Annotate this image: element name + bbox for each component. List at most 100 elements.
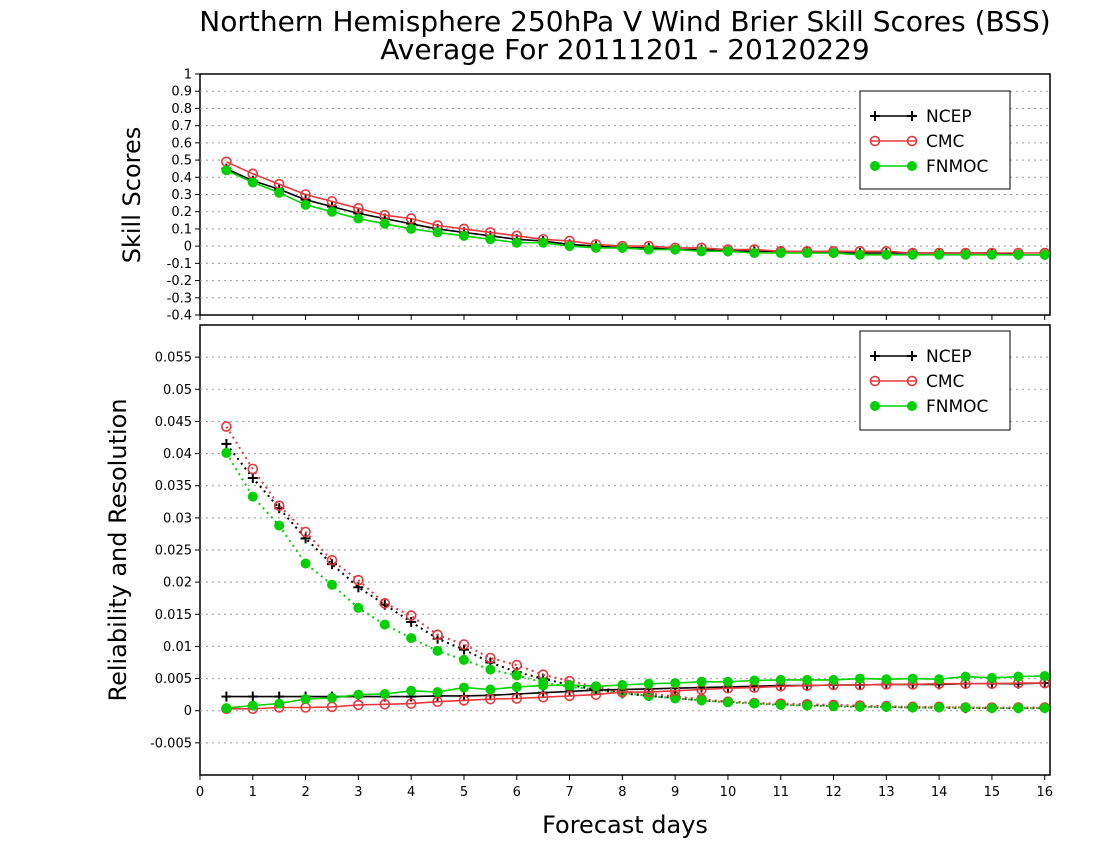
bottom-series-ncep-reliability: [221, 438, 1050, 714]
data-point: [802, 674, 813, 685]
data-point: [960, 702, 971, 713]
top-series-fnmoc: [221, 165, 1050, 260]
series-line: [225, 452, 1045, 710]
data-point: [722, 246, 733, 257]
data-point: [1013, 249, 1024, 260]
bottom-ytick-label: 0.005: [155, 672, 192, 687]
data-point: [986, 703, 997, 714]
bottom-ytick-label: -0.005: [150, 736, 192, 751]
data-point: [907, 673, 918, 684]
legend-marker: [907, 161, 917, 171]
data-point: [326, 692, 337, 703]
top-ytick-label: 0.6: [171, 136, 192, 151]
bottom-ytick-label: 0.03: [163, 511, 192, 526]
data-point: [881, 674, 892, 685]
top-ytick-label: 0.4: [171, 171, 192, 186]
data-point: [458, 654, 469, 665]
data-point: [405, 698, 417, 709]
data-point: [405, 610, 417, 621]
series-line: [225, 443, 1045, 710]
legend-marker: [907, 111, 917, 121]
data-point: [590, 242, 601, 253]
data-point: [247, 700, 258, 711]
data-point: [353, 602, 364, 613]
data-point: [300, 199, 311, 210]
bottom-series-cmc-resolution: [221, 677, 1051, 715]
data-point: [802, 700, 813, 711]
data-point: [986, 672, 997, 683]
data-point: [564, 680, 575, 690]
top-ytick-label: 0.2: [171, 205, 192, 220]
data-point: [511, 681, 522, 692]
chart-title-line2: Average For 20111201 - 20120229: [380, 33, 869, 66]
legend-marker: [870, 111, 880, 121]
data-point: [432, 227, 443, 238]
bottom-series-cmc-reliability: [221, 421, 1051, 713]
bottom-ytick-label: 0.035: [155, 479, 192, 494]
top-ytick-label: 1: [184, 68, 192, 83]
data-point: [221, 691, 232, 702]
data-point: [934, 249, 945, 260]
bottom-panel: 0.055 0.05 0.045 0.04 0.035 0.03 0.025 0.02 0.01…: [104, 324, 1051, 776]
legend-entry-ncep: NCEP: [870, 107, 972, 127]
data-point: [1013, 703, 1024, 714]
data-point: [881, 249, 892, 260]
data-point: [538, 237, 549, 248]
data-point: [432, 629, 443, 641]
x-tick-label: 13: [878, 785, 895, 800]
top-panel-legend: NCEP CMC FNMOC: [859, 90, 1011, 190]
data-point: [828, 248, 839, 259]
top-ytick-label: 0.9: [171, 85, 192, 100]
data-point: [379, 218, 390, 229]
x-tick-label: 6: [513, 785, 521, 800]
data-point: [590, 681, 601, 692]
data-point: [617, 680, 628, 690]
data-point: [274, 520, 285, 531]
data-point: [828, 701, 839, 712]
legend-label: FNMOC: [926, 157, 988, 177]
data-point: [326, 206, 337, 217]
data-point: [353, 213, 364, 224]
data-point: [934, 674, 945, 685]
x-tick-label: 3: [354, 785, 362, 800]
data-point: [722, 697, 733, 708]
x-tick-label: 0: [196, 785, 204, 800]
bottom-panel-y-ticks: 0.055 0.05 0.045 0.04 0.035 0.03 0.025 0.02 0.01…: [150, 351, 200, 751]
bottom-ytick-label: 0.05: [163, 383, 192, 398]
data-point: [485, 693, 496, 705]
x-axis-ticks: 0 1 2 3 4 5 6 7 8 9 10 11 12 13 14 15 16: [196, 315, 1053, 800]
data-point: [1039, 249, 1050, 260]
bottom-ytick-label: 0.04: [163, 447, 192, 462]
x-tick-label: 1: [249, 785, 257, 800]
bottom-series-ncep-resolution: [221, 678, 1050, 702]
x-tick-label: 4: [407, 785, 415, 800]
top-ytick-label: 0.5: [171, 154, 192, 169]
data-point: [300, 694, 311, 705]
data-point: [1013, 671, 1024, 682]
data-point: [353, 202, 364, 214]
data-point: [485, 684, 496, 695]
data-point: [300, 558, 311, 569]
data-point: [511, 693, 523, 704]
data-point: [458, 682, 469, 693]
data-point: [247, 473, 258, 483]
data-point: [828, 674, 839, 685]
x-tick-label: 15: [984, 785, 1001, 800]
data-point: [300, 189, 311, 200]
bottom-panel-series: [221, 421, 1051, 715]
data-point: [564, 690, 575, 702]
data-point: [247, 491, 258, 502]
legend-marker: [870, 161, 880, 171]
top-ytick-label: -0.1: [167, 257, 192, 272]
legend-label: CMC: [926, 372, 964, 392]
data-point: [537, 691, 549, 703]
legend-marker: [870, 351, 880, 361]
data-point: [300, 533, 311, 544]
bottom-ytick-label: 0.01: [163, 640, 192, 655]
data-point: [960, 249, 971, 260]
data-point: [511, 237, 522, 248]
data-point: [485, 664, 496, 675]
top-panel-series: [221, 156, 1051, 260]
data-point: [775, 248, 786, 259]
data-point: [221, 447, 232, 458]
